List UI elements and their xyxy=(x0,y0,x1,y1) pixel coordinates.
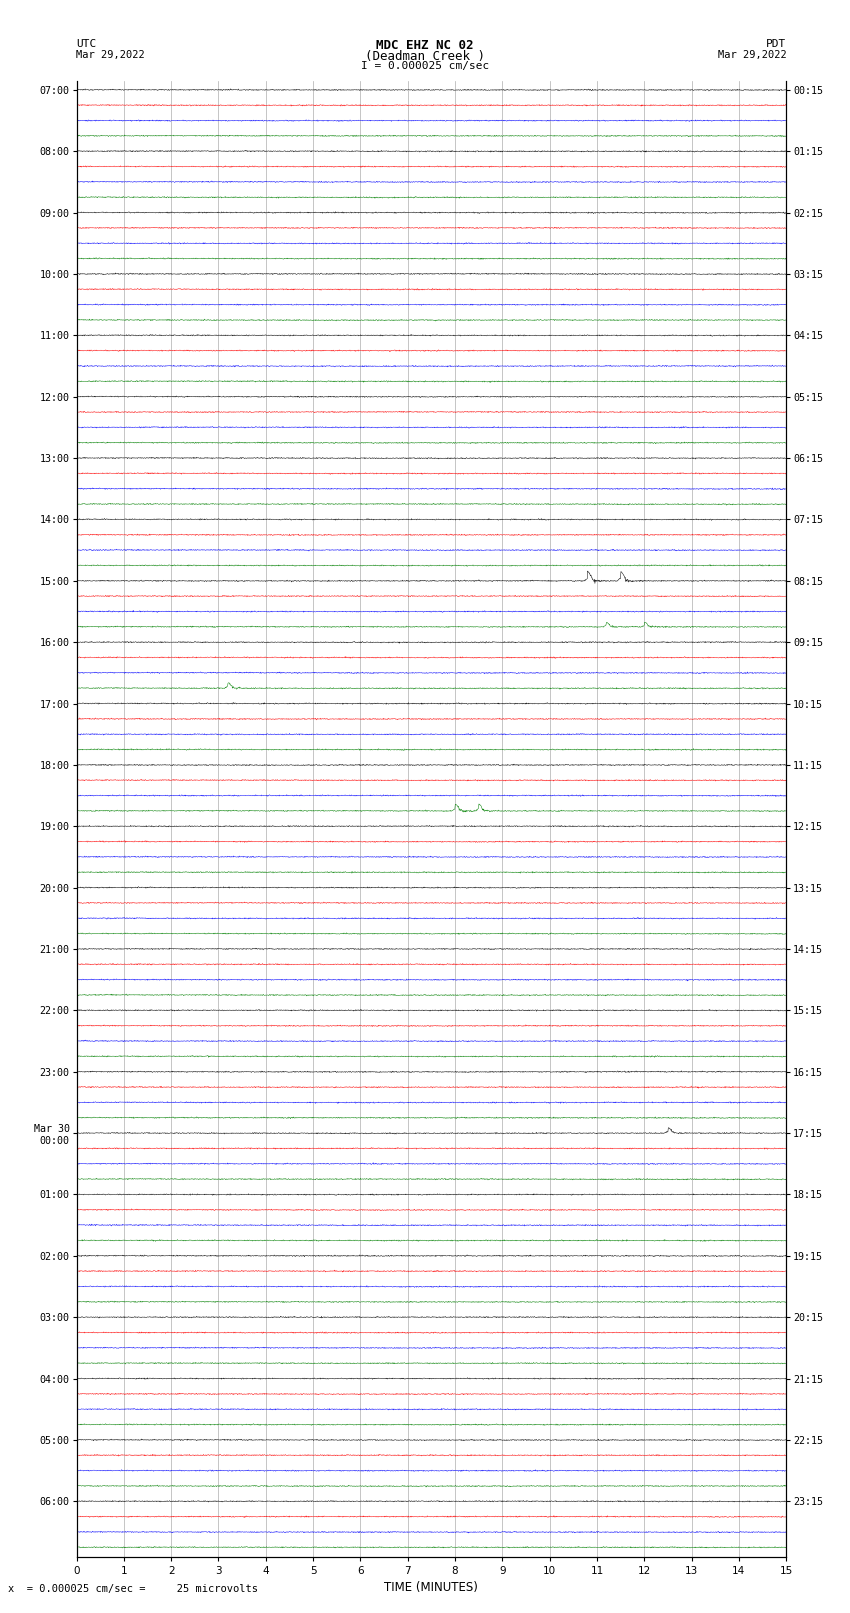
Text: I = 0.000025 cm/sec: I = 0.000025 cm/sec xyxy=(361,61,489,71)
Text: PDT: PDT xyxy=(766,39,786,48)
X-axis label: TIME (MINUTES): TIME (MINUTES) xyxy=(384,1581,479,1594)
Text: UTC: UTC xyxy=(76,39,97,48)
Text: Mar 29,2022: Mar 29,2022 xyxy=(76,50,145,60)
Text: Mar 29,2022: Mar 29,2022 xyxy=(717,50,786,60)
Text: x  = 0.000025 cm/sec =     25 microvolts: x = 0.000025 cm/sec = 25 microvolts xyxy=(8,1584,258,1594)
Text: (Deadman Creek ): (Deadman Creek ) xyxy=(365,50,485,63)
Text: MDC EHZ NC 02: MDC EHZ NC 02 xyxy=(377,39,473,52)
